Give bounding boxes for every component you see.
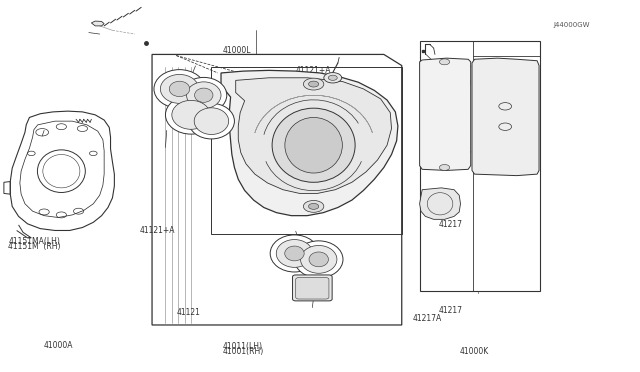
Text: 41000A: 41000A [44,341,74,350]
Ellipse shape [294,241,343,278]
Text: 41011(LH): 41011(LH) [222,341,262,351]
Text: 41121: 41121 [176,308,200,317]
Text: 41151M  (RH): 41151M (RH) [8,242,61,251]
Polygon shape [472,58,539,176]
Ellipse shape [285,118,342,173]
Ellipse shape [194,108,228,135]
Polygon shape [92,21,104,26]
Text: 41151MA(LH): 41151MA(LH) [8,237,60,246]
Ellipse shape [301,246,337,273]
Ellipse shape [172,100,210,129]
Circle shape [324,73,342,83]
Ellipse shape [186,82,221,109]
FancyBboxPatch shape [296,278,329,299]
Polygon shape [420,188,461,219]
Polygon shape [236,78,392,193]
Circle shape [440,59,450,65]
Text: 41000K: 41000K [460,347,488,356]
Circle shape [308,203,319,209]
Circle shape [303,201,324,212]
Ellipse shape [276,240,313,267]
Text: 41121: 41121 [278,142,302,151]
Ellipse shape [180,77,227,113]
FancyBboxPatch shape [292,275,332,301]
Ellipse shape [285,246,304,261]
Circle shape [328,75,337,80]
Ellipse shape [309,252,328,267]
Text: 41121+A: 41121+A [296,65,332,74]
Polygon shape [221,70,398,216]
Text: 41217: 41217 [438,220,462,229]
Text: 41128: 41128 [304,283,328,292]
Text: 41000L: 41000L [223,46,252,55]
Text: 41121+A: 41121+A [140,226,175,235]
Ellipse shape [161,74,198,103]
Text: 41217A: 41217A [413,314,442,323]
Ellipse shape [166,96,216,134]
Bar [420,41,540,291]
Circle shape [440,164,450,170]
Circle shape [308,81,319,87]
Text: 41217: 41217 [438,307,462,315]
Ellipse shape [195,88,213,102]
Ellipse shape [188,103,234,139]
Text: 41001(RH): 41001(RH) [222,347,264,356]
Ellipse shape [154,70,205,108]
Text: J44000GW: J44000GW [553,22,589,28]
Circle shape [303,78,324,90]
Ellipse shape [272,108,355,182]
Text: 41080K: 41080K [458,79,486,88]
Polygon shape [420,58,470,170]
Ellipse shape [170,81,189,97]
Ellipse shape [270,235,319,272]
